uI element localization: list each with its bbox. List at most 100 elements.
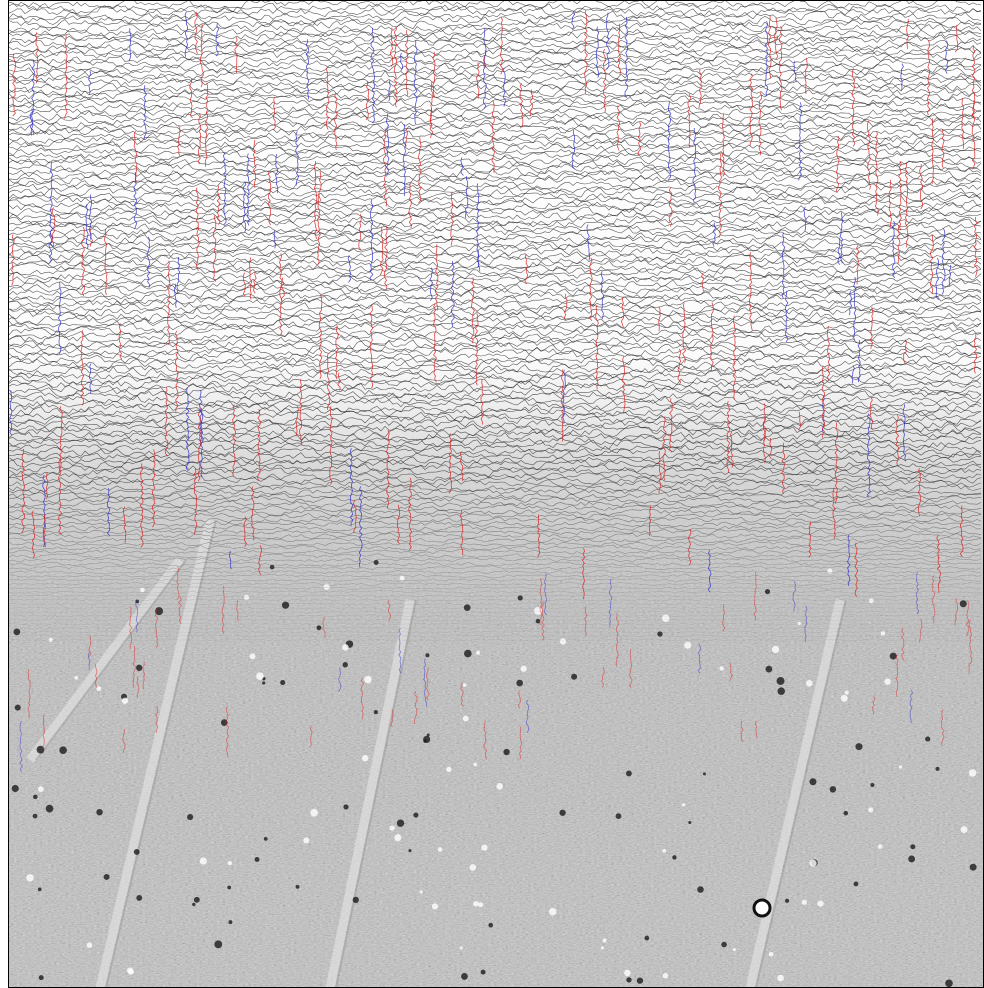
dot (353, 897, 359, 903)
image-area (0, 0, 984, 988)
dot (134, 849, 140, 855)
dot (136, 665, 142, 671)
dot (296, 885, 300, 889)
dot (868, 807, 873, 812)
dot (13, 628, 20, 635)
dot (884, 678, 890, 684)
dot (571, 674, 577, 680)
dot (719, 666, 724, 671)
dot (364, 676, 372, 684)
dot (637, 977, 643, 983)
dot (192, 903, 195, 906)
dot (96, 686, 101, 691)
dot (925, 736, 930, 741)
dot (400, 576, 405, 581)
dot (766, 666, 773, 673)
dot (908, 856, 915, 863)
dot (408, 849, 411, 852)
dot (663, 973, 668, 978)
dot (39, 975, 44, 980)
dot (682, 803, 685, 806)
dot (503, 749, 509, 755)
dot (74, 676, 78, 680)
dot (33, 795, 38, 800)
dot (488, 923, 493, 928)
dot (463, 716, 469, 722)
dot (38, 786, 44, 792)
dot (672, 855, 676, 859)
dot (697, 886, 704, 893)
dot (733, 948, 736, 951)
dot (521, 666, 527, 672)
dot (187, 814, 193, 820)
dot (603, 938, 607, 942)
dot (881, 631, 885, 635)
dot (464, 650, 472, 658)
dot (310, 809, 318, 817)
dot (270, 565, 275, 570)
dot (809, 778, 816, 785)
dot (473, 763, 477, 767)
dot (481, 844, 487, 850)
page: (() => { JSON.parse(document.getElementB… (0, 0, 984, 988)
dot (777, 975, 784, 982)
dot (549, 908, 557, 916)
dot (427, 734, 430, 737)
dot (878, 844, 883, 849)
dot (476, 651, 480, 655)
dot (397, 819, 404, 826)
dot (644, 936, 649, 941)
dot (769, 952, 774, 957)
dot (420, 890, 423, 893)
dot (303, 837, 309, 843)
dot (140, 588, 145, 593)
survey-image (0, 0, 984, 988)
dot (96, 809, 102, 815)
dot (626, 770, 632, 776)
dot (830, 786, 837, 793)
dot (228, 920, 232, 924)
dot (810, 860, 817, 867)
dot (460, 946, 463, 949)
dot (59, 746, 67, 754)
dot (777, 687, 785, 695)
dot (227, 886, 231, 890)
dot (785, 899, 789, 903)
dot (721, 942, 727, 948)
dot (38, 887, 42, 891)
dot (26, 874, 33, 881)
dot (854, 882, 859, 887)
dot (425, 653, 429, 657)
dot (624, 970, 631, 977)
dot (777, 677, 785, 685)
dot (936, 767, 940, 771)
dot (228, 861, 232, 865)
dot (473, 901, 479, 907)
dot (560, 638, 566, 644)
dot (255, 857, 260, 862)
dot (496, 783, 503, 790)
dot (969, 769, 976, 776)
dot (46, 805, 54, 813)
dot (194, 897, 200, 903)
dot (559, 810, 565, 816)
dot (469, 864, 476, 871)
dot (446, 767, 451, 772)
dot (49, 638, 53, 642)
dot (890, 653, 897, 660)
dot (817, 901, 823, 907)
dot (15, 705, 21, 711)
dot (12, 785, 19, 792)
dot (280, 680, 285, 685)
dot (262, 681, 265, 684)
dot (394, 834, 401, 841)
dot (256, 672, 264, 680)
dot (802, 900, 807, 905)
dot (844, 811, 849, 816)
dot (797, 622, 801, 626)
dot (282, 602, 289, 609)
dot (136, 895, 142, 901)
dot (703, 772, 706, 775)
dot (806, 680, 813, 687)
dot (362, 755, 368, 761)
